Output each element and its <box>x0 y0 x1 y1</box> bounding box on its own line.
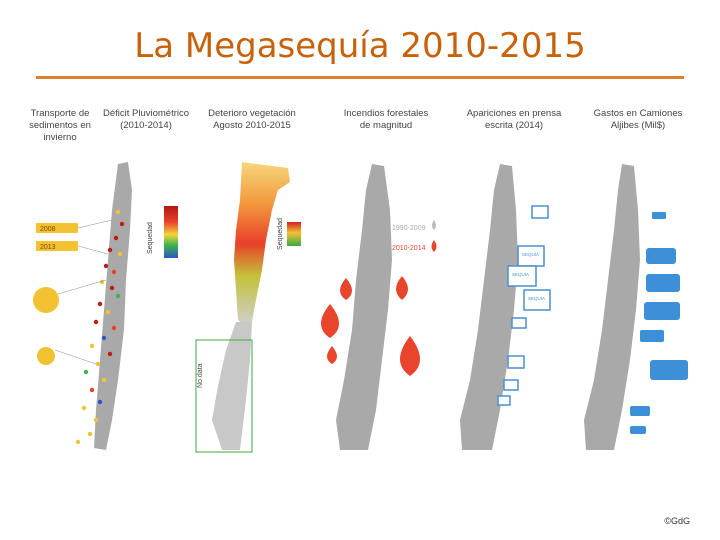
newspaper-headline: SEQUÍA <box>528 295 545 301</box>
map-trucks <box>584 164 688 450</box>
fire-icon <box>400 336 420 376</box>
fire-icon-legend-b <box>431 240 437 252</box>
newspaper-icon <box>511 317 527 329</box>
map-fires: 1990-2009 2010-2014 <box>321 164 437 450</box>
map-sediments: 2008 2013 <box>33 162 132 450</box>
fires-period-2010-2014: 2010-2014 <box>392 245 426 252</box>
sediment-small-circle <box>37 347 55 365</box>
title-underline <box>36 76 684 79</box>
truck-icon <box>640 330 664 342</box>
map-press: SEQUÍA SEQUÍA SEQUÍA <box>460 164 551 450</box>
no-data-label: No data <box>197 363 204 388</box>
column-label-press: Apariciones en prensa escrita (2014) <box>466 108 562 131</box>
newspaper-icon <box>507 355 525 369</box>
drought-scale-bar <box>164 206 178 258</box>
fire-icon <box>327 346 337 364</box>
newspaper-headline: SEQUÍA <box>512 271 529 277</box>
truck-icon <box>646 274 680 292</box>
fires-period-1990-2009: 1990-2009 <box>392 225 426 232</box>
column-label-rain-deficit: Déficit Pluviométrico (2010-2014) <box>102 108 190 131</box>
truck-icon <box>646 248 676 264</box>
vegetation-scale-bar <box>287 222 301 246</box>
vegetation-scale-label: Sequedad <box>277 218 284 250</box>
column-label-vegetation: Deterioro vegetación Agosto 2010-2015 <box>208 108 296 131</box>
fire-icon-legend-a <box>432 220 436 230</box>
column-label-fires: Incendios forestales de magnitud <box>343 108 429 131</box>
column-label-sediments: Transporte de sedimentos en invierno <box>29 108 91 143</box>
copyright: ©GdG <box>664 516 690 526</box>
map-vegetation <box>212 162 290 450</box>
page-title: La Megasequía 2010-2015 <box>134 26 586 66</box>
truck-icon <box>630 426 646 434</box>
legend-year-2013: 2013 <box>40 244 56 251</box>
truck-icon <box>650 360 688 380</box>
newspaper-icon <box>497 395 511 406</box>
newspaper-icon <box>531 205 549 219</box>
drought-scale-label: Sequedad <box>147 222 154 254</box>
fire-icon <box>340 278 352 300</box>
legend-year-2008: 2008 <box>40 226 56 233</box>
newspaper-icon <box>523 289 551 311</box>
maps-panel: 2008 2013 Sequedad Sequedad No data 1990… <box>33 162 688 453</box>
newspaper-headline: SEQUÍA <box>522 251 539 257</box>
no-data-box <box>195 339 253 453</box>
truck-icon <box>644 302 680 320</box>
newspaper-icon <box>507 265 537 287</box>
truck-icon <box>652 212 666 219</box>
sediment-large-circle <box>33 287 59 313</box>
column-label-trucks: Gastos en Camiones Aljibes (Mil$) <box>593 108 683 131</box>
fire-icon <box>321 304 339 338</box>
truck-icon <box>630 406 650 416</box>
newspaper-icon <box>503 379 519 391</box>
fire-icon <box>396 276 408 300</box>
